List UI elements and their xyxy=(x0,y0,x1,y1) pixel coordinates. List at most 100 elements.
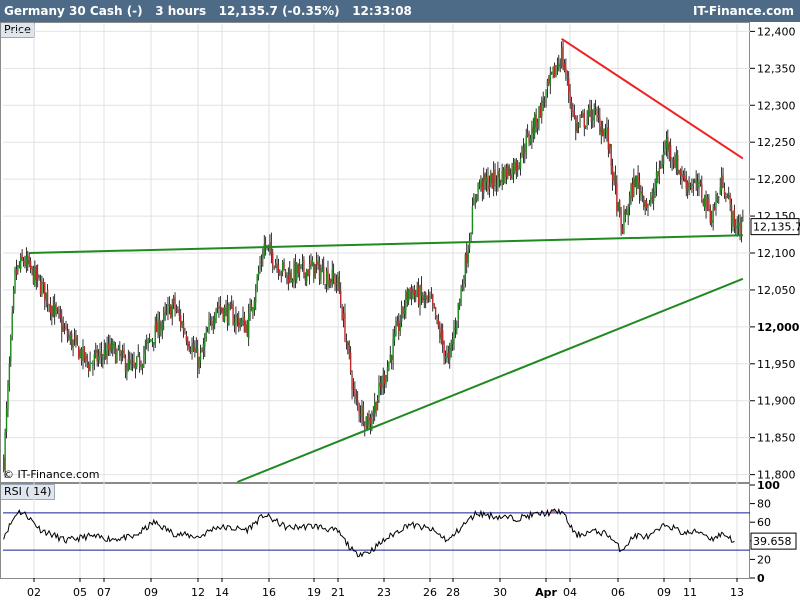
candle-body xyxy=(165,311,168,313)
candle-body xyxy=(565,67,567,76)
candle-body xyxy=(93,354,96,362)
axis-labels: 12,40012,35012,30012,25012,20012,15012,1… xyxy=(27,25,800,599)
candle-body xyxy=(468,240,471,249)
candle-body xyxy=(62,325,64,330)
candle-body xyxy=(569,93,571,101)
candle-body xyxy=(330,279,332,283)
candle-body xyxy=(53,304,56,315)
rsi-pane-frame xyxy=(0,483,750,579)
candle-body xyxy=(519,158,522,169)
candle-body xyxy=(347,342,349,346)
candle-body xyxy=(304,272,307,281)
candle-body xyxy=(560,47,563,67)
watermark: © IT-Finance.com xyxy=(3,468,100,481)
candle-body xyxy=(614,173,617,186)
candle-body xyxy=(650,196,652,203)
candle-body xyxy=(630,186,632,197)
candle-body xyxy=(340,290,342,305)
candle-body xyxy=(222,308,224,320)
candle-body xyxy=(291,279,294,283)
candle-body xyxy=(456,321,458,331)
candle-body xyxy=(580,115,583,117)
candle-body xyxy=(474,199,476,201)
candle-body xyxy=(34,267,36,286)
candle-body xyxy=(740,217,743,234)
candle-body xyxy=(701,184,703,198)
candle-body xyxy=(604,131,607,133)
candle-body xyxy=(443,341,445,357)
candle-body xyxy=(410,288,413,300)
candle-body xyxy=(243,316,246,333)
candle-body xyxy=(18,265,20,267)
candle-body xyxy=(473,200,475,206)
time-tick-label: 26 xyxy=(423,586,437,599)
candle-body xyxy=(28,259,30,265)
candle-body xyxy=(48,305,50,307)
candle-body xyxy=(65,325,67,329)
candle-body xyxy=(695,179,697,184)
candle-body xyxy=(359,414,362,416)
candle-body xyxy=(257,271,260,277)
candle-body xyxy=(250,304,253,312)
candle-body xyxy=(15,269,18,275)
candle-body xyxy=(296,263,298,280)
candle-body xyxy=(509,174,512,179)
candlesticks xyxy=(3,39,744,478)
candle-body xyxy=(164,309,166,311)
candle-body xyxy=(719,187,721,195)
candle-body xyxy=(310,262,312,266)
candle-body xyxy=(495,185,498,187)
candle-body xyxy=(315,261,318,265)
candle-body xyxy=(478,184,481,187)
candle-body xyxy=(413,289,416,295)
candle-body xyxy=(450,343,452,350)
candle-body xyxy=(114,346,117,364)
candle-body xyxy=(521,145,523,158)
candle-body xyxy=(606,127,608,135)
candle-body xyxy=(154,324,156,345)
candle-body xyxy=(383,374,386,384)
candle-body xyxy=(301,261,304,264)
candle-body xyxy=(708,198,710,210)
candle-body xyxy=(252,307,254,314)
time-tick-label: 21 xyxy=(331,586,345,599)
rsi-tick-label: 100 xyxy=(757,479,780,492)
candle-body xyxy=(715,199,717,208)
candle-body xyxy=(512,163,515,174)
candle-body xyxy=(29,260,32,270)
candle-body xyxy=(212,323,214,326)
candle-body xyxy=(99,351,101,354)
candle-body xyxy=(426,298,428,300)
candle-body xyxy=(494,169,496,184)
candle-body xyxy=(289,270,291,283)
candle-body xyxy=(116,350,118,362)
candle-body xyxy=(526,132,529,136)
candle-body xyxy=(436,316,438,319)
candle-body xyxy=(215,308,217,320)
candle-body xyxy=(130,362,132,366)
candle-body xyxy=(294,261,297,281)
candle-body xyxy=(553,65,556,78)
candle-body xyxy=(400,305,403,323)
candle-body xyxy=(669,145,672,159)
candle-body xyxy=(281,261,284,273)
candle-body xyxy=(552,66,554,74)
candle-body xyxy=(682,174,685,178)
candle-body xyxy=(686,182,689,192)
candle-body xyxy=(124,356,127,373)
time-tick-label: 04 xyxy=(563,586,577,599)
candle-body xyxy=(705,196,707,211)
candle-body xyxy=(148,338,151,340)
last-price-label: 12,135.7 xyxy=(753,221,800,234)
candle-body xyxy=(311,260,314,267)
time-tick-label: 23 xyxy=(377,586,391,599)
candle-body xyxy=(129,359,131,364)
candle-body xyxy=(692,183,695,187)
price-tick-label: 12,000 xyxy=(757,321,800,334)
time-tick-label: 13 xyxy=(730,586,744,599)
candle-body xyxy=(477,183,479,193)
candle-body xyxy=(92,362,94,367)
candle-body xyxy=(112,342,114,350)
trendline-rising-support xyxy=(236,277,744,483)
candle-body xyxy=(192,342,195,351)
